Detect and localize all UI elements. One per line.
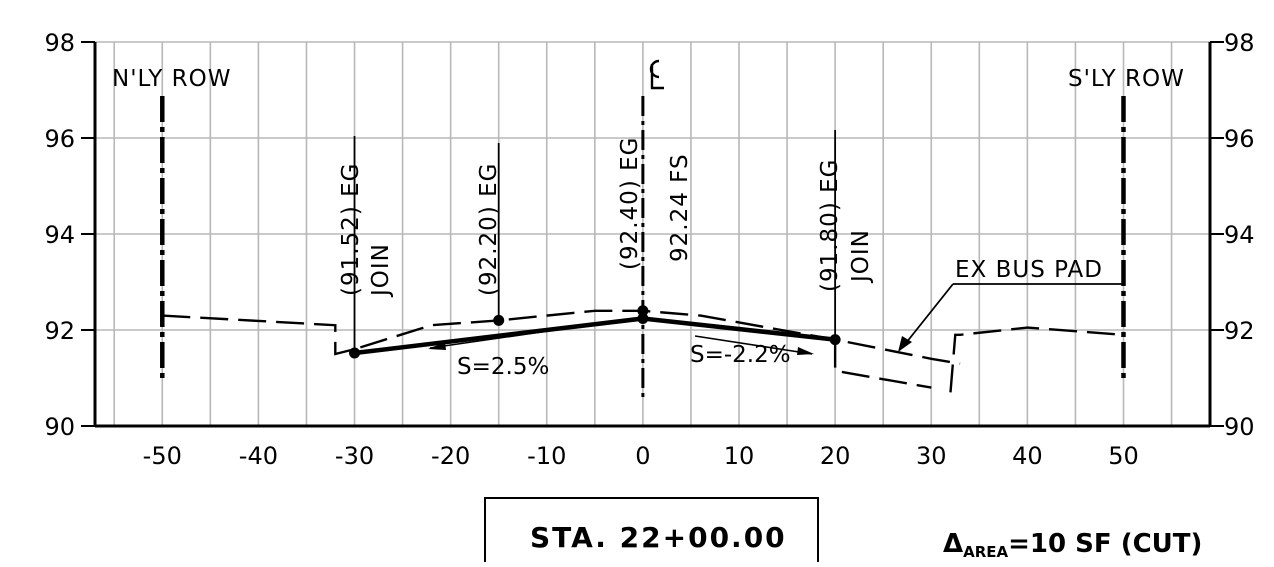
y-tick-label-right: 92 [1224,317,1255,345]
y-tick-label-left: 90 [44,413,75,441]
x-tick-label: 0 [635,442,650,470]
slope-right-arrowhead [797,347,814,355]
eg-label-2: (92.20) EG [476,163,502,296]
y-tick-label-left: 98 [44,29,75,57]
profile-point [493,314,505,326]
profile-point [637,312,649,324]
s-row-label: S'LY ROW [1068,66,1185,92]
area-subscript: AREA [963,543,1008,561]
area-value: =10 SF (CUT) [1008,529,1202,559]
y-tick-label-right: 90 [1224,413,1255,441]
slope-left-label: S=2.5% [457,354,549,380]
x-tick-label: -50 [143,442,182,470]
axes [81,41,1224,428]
y-tick-label-right: 94 [1224,221,1255,249]
tick-labels: -50 -40 -30 -20 -10 0 10 20 30 40 50 90 90 92 92 94 94 96… [44,29,1254,470]
slope-right-arrow [694,335,813,355]
y-tick-label-left: 96 [44,125,75,153]
fs-label-3: 92.24 FS [667,153,693,262]
y-tick-label-right: 98 [1224,29,1255,57]
profile-point [829,334,841,346]
slope-left-arrowhead [428,342,446,350]
x-tick-label: -30 [335,442,374,470]
x-tick-label: -40 [239,442,278,470]
grid [95,41,1210,427]
n-row-label: N'LY ROW [112,66,231,92]
existing-ground-line [833,339,932,389]
join-label-1: JOIN [368,243,394,298]
x-tick-label: 20 [820,442,851,470]
bus-pad-label: EX BUS PAD [955,257,1103,283]
join-label-4: JOIN [848,229,874,284]
profile-point [349,347,361,359]
x-tick-label: 50 [1108,442,1139,470]
y-tick-label-right: 96 [1224,125,1255,153]
bus-pad-leader [901,283,954,349]
x-tick-label: 40 [1012,442,1043,470]
x-tick-label: -20 [431,442,470,470]
row-lines [160,96,1126,400]
x-tick-label: 30 [916,442,947,470]
slope-right-label: S=-2.2% [690,342,791,368]
station-label: STA. 22+00.00 [530,521,787,554]
area-delta: Δ [943,529,963,559]
slope-left-arrow [429,329,556,349]
bus-pad-arrowhead [898,336,912,352]
station-box [484,497,819,562]
y-tick-label-left: 92 [44,317,75,345]
x-tick-label: -10 [527,442,566,470]
eg-label-4: (91.80) EG [817,159,843,292]
x-tick-label: 10 [724,442,755,470]
area-label: ΔAREA=10 SF (CUT) [943,529,1202,561]
existing-ground-line [949,326,1124,393]
eg-label-1: (91.52) EG [338,163,364,296]
existing-ground-line [162,309,961,365]
profile-points [349,305,841,359]
eg-label-3: (92.40) EG [617,137,643,270]
profile-point [637,305,649,317]
y-tick-label-left: 94 [44,221,75,249]
centerline-symbol [649,59,664,90]
